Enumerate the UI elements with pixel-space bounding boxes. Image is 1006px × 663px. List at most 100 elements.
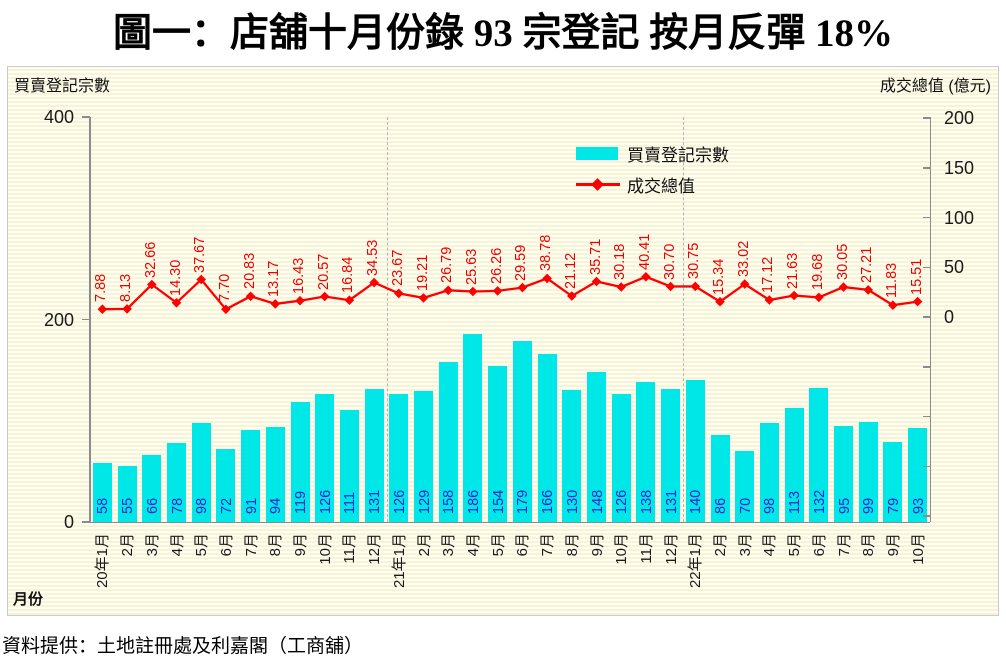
- bar-value-label-text: 132: [811, 489, 828, 514]
- line-value-label-text: 35.71: [587, 238, 604, 275]
- left-axis-title: 買賣登記宗數: [14, 78, 111, 95]
- line-marker-diamond-icon: [616, 282, 626, 292]
- x-axis-label-text: 11月: [341, 533, 359, 564]
- bar-value-label-text: 72: [218, 497, 235, 514]
- bar-value-label-text: 126: [317, 489, 334, 514]
- line-value-label-text: 21.12: [562, 252, 579, 289]
- x-axis-label-text: 5月: [786, 533, 804, 557]
- bar: [488, 366, 508, 522]
- x-axis-label-text: 9月: [292, 533, 309, 557]
- line-marker-diamond-icon: [665, 281, 676, 292]
- line-marker-diamond-icon: [171, 298, 182, 308]
- legend-line-swatch-icon: [576, 177, 620, 191]
- right-axis-minor-tick: [923, 366, 931, 368]
- line-marker-diamond-icon: [888, 300, 898, 310]
- line-value-label-text: 30.75: [686, 243, 703, 280]
- bar-value-label-text: 58: [95, 497, 112, 514]
- bar: [587, 372, 606, 522]
- x-axis-label-text: 3月: [736, 533, 754, 557]
- line-value-label-text: 23.67: [389, 250, 406, 287]
- line-value-label-text: 7.70: [216, 274, 233, 303]
- line-marker-diamond-icon: [789, 290, 799, 301]
- line-value-label-text: 37.67: [192, 236, 209, 273]
- bar-value-label-text: 95: [836, 497, 853, 514]
- x-axis-label-text: 6月: [217, 533, 235, 557]
- line-value-label-text: 27.21: [859, 246, 876, 283]
- x-axis-label-text: 6月: [514, 533, 532, 557]
- bar-value-label-text: 99: [861, 497, 878, 514]
- x-axis-title: 月份: [13, 591, 44, 608]
- line-value-label-text: 34.53: [365, 239, 382, 276]
- bar-value-label-text: 148: [589, 489, 606, 514]
- line-value-label-text: 30.18: [612, 243, 629, 280]
- bar-value-label-text: 91: [243, 497, 260, 514]
- bar: [710, 434, 730, 522]
- x-axis-label-text: 3月: [440, 533, 458, 557]
- bar: [685, 380, 705, 523]
- left-axis-tick-label: 400: [43, 107, 74, 127]
- bar-value-label-text: 138: [638, 489, 655, 514]
- line-marker-diamond-icon: [591, 276, 602, 287]
- line-value-label-text: 13.17: [266, 260, 283, 297]
- bar: [611, 394, 631, 522]
- line-marker-diamond-icon: [838, 282, 849, 292]
- line-value-label-text: 26.79: [439, 247, 456, 284]
- bar: [265, 426, 285, 522]
- line-value-label-text: 19.68: [809, 254, 826, 291]
- line-marker-diamond-icon: [912, 296, 923, 307]
- x-axis-label-text: 6月: [810, 533, 828, 557]
- line-marker-diamond-icon: [814, 292, 824, 303]
- x-axis-label-text: 12月: [662, 533, 680, 565]
- line-marker-diamond-icon: [245, 291, 256, 302]
- right-axis-line: [929, 117, 931, 522]
- bar: [512, 340, 532, 522]
- left-axis-tick: [82, 318, 90, 321]
- bar-value-label-text: 86: [713, 497, 729, 514]
- bar-value-label-text: 119: [293, 490, 309, 514]
- line-marker-diamond-icon: [394, 288, 404, 299]
- bar: [438, 362, 458, 522]
- right-axis-tick-label: 150: [944, 157, 975, 178]
- right-axis-tick-label: 200: [944, 108, 975, 128]
- bar-value-label-text: 130: [564, 489, 581, 514]
- right-axis-tick: [923, 266, 931, 268]
- left-axis-tick-label: 200: [43, 309, 74, 330]
- legend-bar-label: 買賣登記宗數: [627, 146, 729, 165]
- x-axis-label-text: 7月: [835, 533, 853, 557]
- bar: [364, 389, 384, 522]
- left-axis-tick: [82, 116, 90, 118]
- bar-value-label-text: 66: [144, 497, 161, 514]
- bar-value-label-text: 98: [194, 497, 211, 514]
- bar-value-label-text: 98: [762, 497, 779, 514]
- bar: [784, 407, 804, 522]
- bar-value-label-text: 79: [885, 497, 902, 514]
- left-axis-tick-label: 0: [63, 512, 74, 532]
- bar-value-label-text: 126: [391, 489, 408, 514]
- line-value-label-text: 32.66: [142, 241, 159, 278]
- line-value-label-text: 7.88: [93, 273, 110, 303]
- bar: [191, 422, 211, 522]
- line-value-label-text: 19.21: [414, 254, 431, 291]
- line-value-label-text: 40.41: [636, 233, 653, 270]
- x-axis-label-text: 12月: [366, 533, 384, 565]
- right-axis-tick-label: 50: [944, 257, 965, 278]
- right-axis-tick: [923, 316, 931, 318]
- bar: [216, 449, 236, 522]
- x-axis-label-text: 8月: [860, 533, 878, 557]
- right-axis-minor-tick: [923, 415, 931, 418]
- x-axis-label-text: 4月: [464, 533, 482, 557]
- bar: [167, 443, 186, 522]
- source-note: 資料提供：土地註冊處及利嘉閣（工商舖）: [2, 636, 364, 657]
- bar: [537, 353, 557, 522]
- bar-value-label-text: 111: [342, 491, 359, 514]
- line-marker-diamond-icon: [739, 279, 750, 289]
- right-axis-tick-label: 0: [944, 307, 955, 327]
- bar-value-label-text: 166: [540, 489, 557, 514]
- bar-value-label-text: 70: [737, 497, 754, 514]
- line-marker-diamond-icon: [764, 295, 775, 305]
- bar: [883, 442, 903, 522]
- right-axis-tick: [923, 117, 931, 119]
- right-axis-tick: [923, 216, 931, 219]
- line-marker-diamond-icon: [492, 286, 503, 296]
